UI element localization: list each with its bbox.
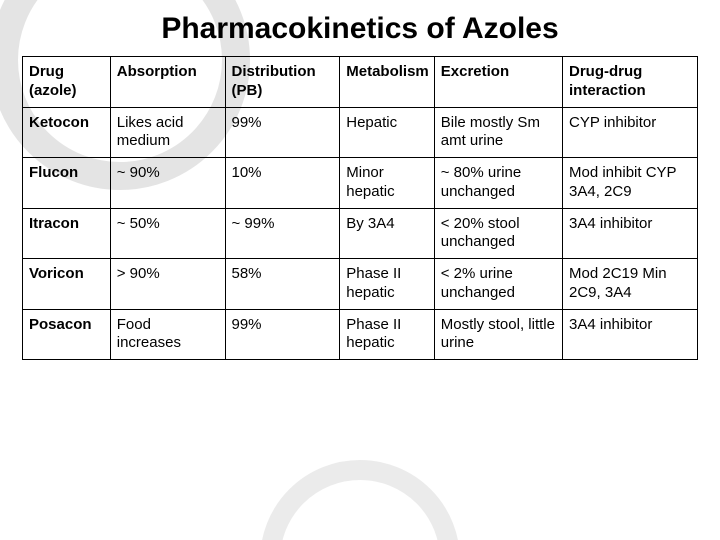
cell-absorption: ~ 50% [110,208,225,259]
pk-table: Drug (azole) Absorption Distribution (PB… [22,56,698,360]
col-absorption: Absorption [110,57,225,108]
col-metabolism: Metabolism [340,57,435,108]
col-distribution: Distribution (PB) [225,57,340,108]
cell-interaction: 3A4 inhibitor [563,208,698,259]
cell-excretion: < 2% urine unchanged [434,259,562,310]
cell-interaction: Mod 2C19 Min 2C9, 3A4 [563,259,698,310]
cell-excretion: < 20% stool unchanged [434,208,562,259]
cell-metabolism: Hepatic [340,107,435,158]
cell-interaction: 3A4 inhibitor [563,309,698,360]
table-row: Ketocon Likes acid medium 99% Hepatic Bi… [23,107,698,158]
table-row: Voricon > 90% 58% Phase II hepatic < 2% … [23,259,698,310]
cell-distribution: 58% [225,259,340,310]
cell-distribution: 99% [225,107,340,158]
table-row: Flucon ~ 90% 10% Minor hepatic ~ 80% uri… [23,158,698,209]
cell-excretion: ~ 80% urine unchanged [434,158,562,209]
col-drug: Drug (azole) [23,57,111,108]
cell-absorption: > 90% [110,259,225,310]
slide-content: Pharmacokinetics of Azoles Drug (azole) … [0,0,720,360]
cell-drug: Ketocon [23,107,111,158]
cell-distribution: ~ 99% [225,208,340,259]
cell-absorption: Likes acid medium [110,107,225,158]
table-row: Posacon Food increases 99% Phase II hepa… [23,309,698,360]
brushstroke-circle-bottom [260,460,460,540]
table-header-row: Drug (azole) Absorption Distribution (PB… [23,57,698,108]
cell-excretion: Mostly stool, little urine [434,309,562,360]
cell-metabolism: By 3A4 [340,208,435,259]
cell-absorption: ~ 90% [110,158,225,209]
cell-interaction: Mod inhibit CYP 3A4, 2C9 [563,158,698,209]
cell-interaction: CYP inhibitor [563,107,698,158]
table-row: Itracon ~ 50% ~ 99% By 3A4 < 20% stool u… [23,208,698,259]
page-title: Pharmacokinetics of Azoles [22,12,698,46]
cell-distribution: 99% [225,309,340,360]
cell-drug: Itracon [23,208,111,259]
cell-metabolism: Minor hepatic [340,158,435,209]
cell-drug: Flucon [23,158,111,209]
col-excretion: Excretion [434,57,562,108]
cell-absorption: Food increases [110,309,225,360]
cell-drug: Voricon [23,259,111,310]
cell-metabolism: Phase II hepatic [340,309,435,360]
cell-drug: Posacon [23,309,111,360]
cell-excretion: Bile mostly Sm amt urine [434,107,562,158]
cell-distribution: 10% [225,158,340,209]
cell-metabolism: Phase II hepatic [340,259,435,310]
col-interaction: Drug-drug interaction [563,57,698,108]
